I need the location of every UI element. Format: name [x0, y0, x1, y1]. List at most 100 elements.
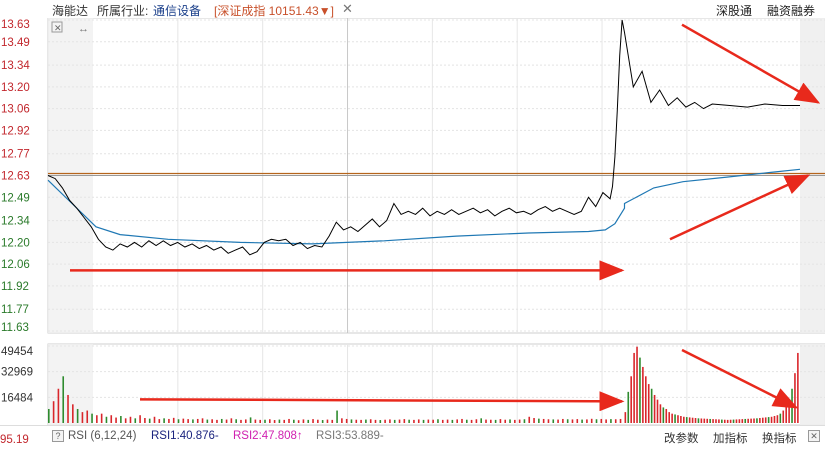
volume-bar — [72, 404, 74, 423]
volume-bar — [317, 419, 319, 423]
volume-bar — [764, 417, 767, 423]
volume-bar — [694, 418, 697, 423]
volume-bar — [105, 416, 108, 423]
volume-bar — [627, 391, 630, 423]
volume-bar — [278, 419, 281, 423]
stock-name: 海能达 — [52, 4, 89, 18]
volume-bar — [441, 419, 444, 423]
volume-bar — [732, 419, 735, 423]
close-icon[interactable]: ✕ — [342, 1, 353, 16]
change-params-button[interactable]: 改参数 — [664, 433, 699, 445]
volume-bar — [715, 419, 717, 423]
volume-bar — [187, 419, 189, 423]
volume-bar — [379, 420, 382, 423]
volume-bars — [48, 346, 799, 423]
volume-bar — [624, 412, 627, 423]
volume-bar — [518, 419, 521, 423]
volume-bar — [48, 408, 50, 423]
volume-bar — [494, 419, 497, 423]
help-icon[interactable]: ? — [52, 430, 64, 442]
volume-bar — [659, 404, 662, 423]
volume-bar — [230, 418, 233, 423]
close-indicator-icon[interactable]: ✕ — [808, 430, 820, 442]
industry-value[interactable]: 通信设备 — [153, 4, 202, 18]
volume-bar — [642, 366, 644, 423]
index-readout[interactable]: [深证成指 10151.43▼] — [214, 4, 334, 18]
volume-bar — [249, 417, 252, 423]
volume-bar — [86, 410, 89, 423]
volume-bar — [703, 418, 706, 423]
volume-bar — [259, 419, 261, 423]
volume-bar — [677, 415, 679, 423]
volume-bar — [76, 408, 79, 423]
volume-axis: 49454 32969 16484 — [1, 346, 34, 404]
volume-bar — [750, 418, 752, 423]
volume-bar — [761, 417, 764, 423]
volume-bar — [776, 415, 779, 423]
volume-bar — [571, 419, 574, 423]
volume-bar — [360, 419, 362, 423]
volume-bar — [393, 419, 396, 423]
volume-bar — [427, 419, 430, 423]
volume-right-shade — [800, 344, 825, 425]
volume-bar — [312, 419, 314, 423]
volume-bar — [225, 419, 228, 423]
expand-icon[interactable]: ↔ — [78, 23, 89, 35]
price-tick-label: 12.63 — [1, 171, 30, 183]
add-indicator-button[interactable]: 加指标 — [713, 433, 748, 445]
volume-bar — [461, 418, 463, 423]
volume-bar — [671, 413, 673, 423]
volume-bar — [797, 352, 799, 423]
volume-bar — [759, 418, 761, 423]
volume-bar — [785, 405, 787, 423]
rsi-label[interactable]: RSI (6,12,24) — [68, 430, 137, 442]
volume-bar — [533, 418, 535, 423]
volume-bar — [163, 418, 165, 423]
volume-bar — [685, 417, 688, 423]
volume-bar — [668, 412, 670, 423]
volume-bar — [417, 419, 420, 423]
volume-bar — [465, 419, 468, 423]
volume-bar — [773, 415, 776, 423]
price-tick-label: 13.34 — [1, 60, 30, 72]
volume-bar — [770, 416, 773, 423]
rsi2-readout: RSI2:47.808↑ — [233, 430, 303, 442]
volume-bar — [451, 419, 454, 423]
volume-bar — [595, 419, 598, 423]
volume-bar — [288, 418, 290, 423]
price-tick-label: 12.20 — [1, 237, 30, 249]
volume-bar — [384, 419, 386, 423]
volume-tick-label: 49454 — [1, 346, 34, 358]
switch-indicator-button[interactable]: 换指标 — [762, 433, 797, 445]
volume-bar — [115, 417, 117, 423]
volume-bar — [729, 419, 732, 423]
price-tick-label: 12.49 — [1, 192, 30, 204]
volume-bar — [590, 418, 593, 423]
volume-bar — [700, 418, 703, 423]
volume-bar — [680, 415, 682, 423]
volume-bar — [767, 417, 770, 423]
volume-bar — [718, 419, 720, 423]
volume-bar — [499, 419, 502, 423]
shrink-icon[interactable] — [51, 21, 63, 33]
volume-bar — [355, 419, 358, 423]
volume-bar — [336, 410, 338, 423]
volume-bar — [192, 419, 194, 423]
link-margin-trading[interactable]: 融资融券 — [767, 4, 816, 18]
volume-bar — [726, 419, 729, 423]
volume-bar — [216, 419, 218, 423]
volume-bar — [480, 418, 482, 423]
volume-bar — [389, 419, 391, 423]
volume-bar — [124, 418, 127, 423]
industry-label: 所属行业: — [97, 4, 149, 18]
link-hk-connect[interactable]: 深股通 — [716, 4, 753, 18]
volume-bar — [254, 419, 257, 423]
volume-bar — [158, 419, 161, 423]
volume-bar — [129, 416, 132, 423]
volume-bar — [753, 418, 755, 423]
volume-bar — [153, 416, 156, 423]
annotation-arrows — [70, 23, 821, 412]
volume-bar — [244, 419, 247, 423]
rsi1-readout: RSI1:40.876- — [151, 430, 219, 442]
price-tick-label: 13.49 — [1, 37, 30, 49]
